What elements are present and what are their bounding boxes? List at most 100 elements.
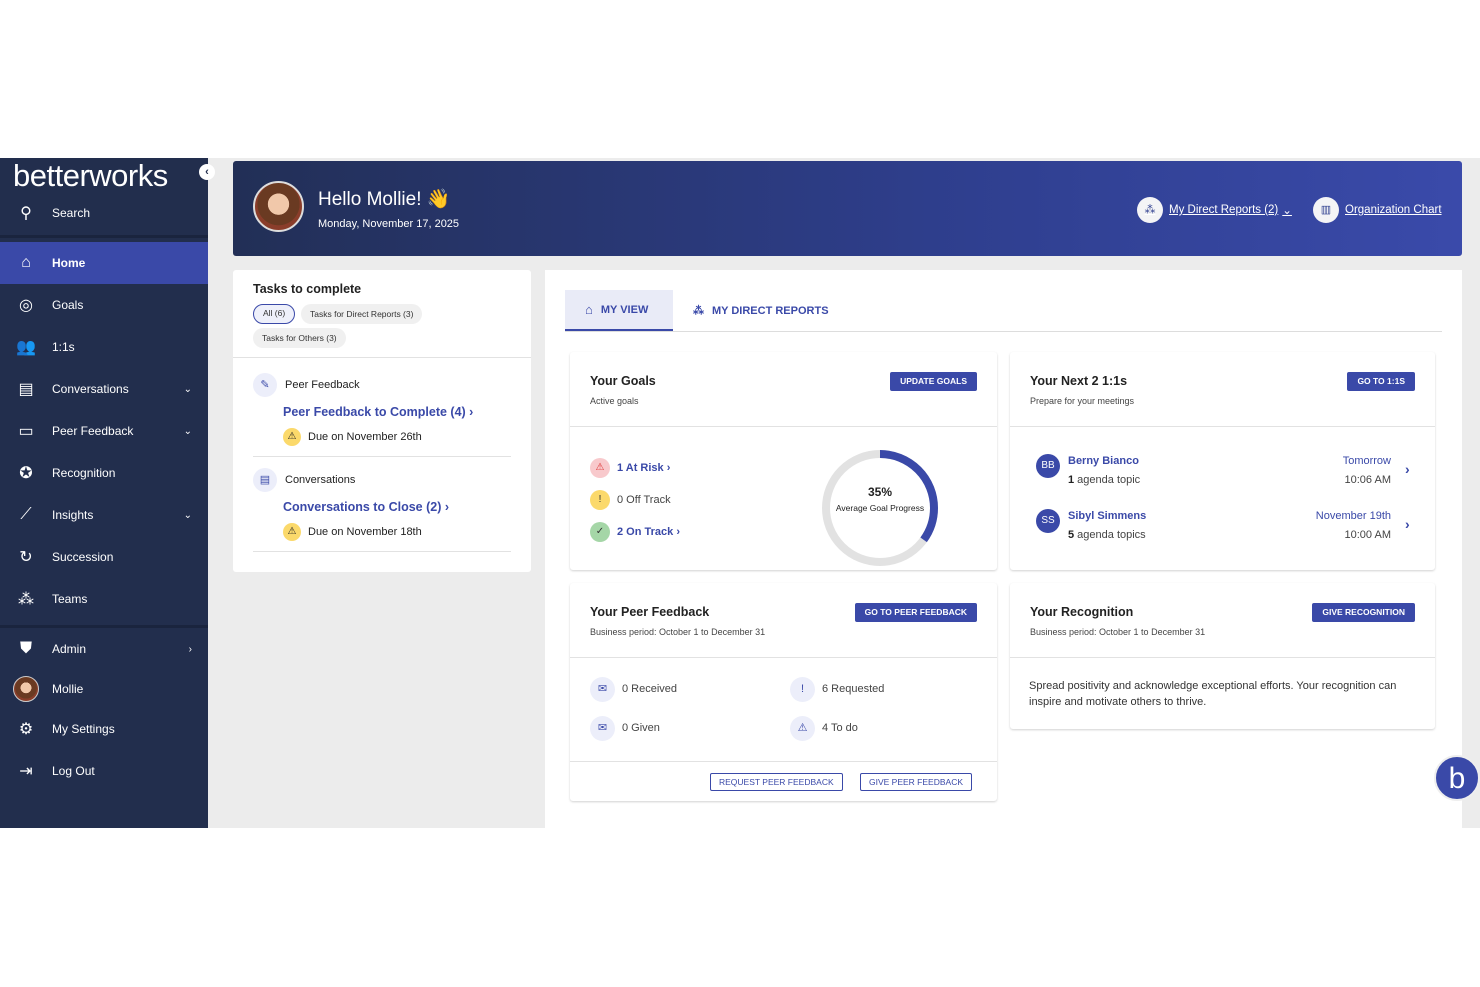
requested-count: 6 Requested <box>822 683 885 695</box>
card-title: Your Recognition <box>1030 605 1134 619</box>
divider <box>253 456 511 457</box>
one-on-ones-card: Your Next 2 1:1s Prepare for your meetin… <box>1010 352 1435 570</box>
warning-icon: ⚠ <box>283 523 301 541</box>
avatar: SS <box>1036 509 1060 533</box>
chevron-right-icon[interactable]: › <box>1405 461 1410 477</box>
card-title: Your Goals <box>590 374 656 388</box>
chip-all[interactable]: All (6) <box>253 304 296 324</box>
goal-progress-donut <box>822 450 938 566</box>
org-chart-link[interactable]: ▥ Organization Chart <box>1313 197 1442 223</box>
task-category: Peer Feedback <box>285 379 360 391</box>
team-icon: ⁂ <box>1137 197 1163 223</box>
recognition-card: Your Recognition Business period: Octobe… <box>1010 583 1435 729</box>
chevron-down-icon: ⌄ <box>183 509 192 521</box>
card-title: Your Peer Feedback <box>590 605 710 619</box>
sidebar-item-recognition[interactable]: ✪ Recognition <box>0 452 208 494</box>
award-icon: ✪ <box>19 465 33 482</box>
sent-icon: ✉ <box>590 716 615 741</box>
tab-my-direct-reports[interactable]: ⁂ MY DIRECT REPORTS <box>693 304 829 318</box>
at-risk-link[interactable]: 1 At Risk › <box>617 462 671 474</box>
goals-card: Your Goals Active goals UPDATE GOALS ⚠ 1… <box>570 352 997 570</box>
divider <box>570 657 997 658</box>
succession-icon: ↻ <box>19 549 33 566</box>
home-icon: ⌂ <box>585 302 593 317</box>
collapse-sidebar-button[interactable]: ‹ <box>199 164 215 180</box>
meeting-day: Tomorrow <box>1342 455 1391 467</box>
agenda-count: 1 agenda topic <box>1068 474 1141 486</box>
gear-icon: ⚙ <box>18 721 34 738</box>
betterworks-logo[interactable]: betterworks <box>13 158 168 193</box>
team-icon: ⁂ <box>693 305 704 317</box>
chip-direct-reports[interactable]: Tasks for Direct Reports (3) <box>301 304 423 324</box>
greeting: Hello Mollie! 👋 <box>318 189 451 210</box>
divider <box>1010 426 1435 427</box>
sidebar-item-teams[interactable]: ⁂ Teams <box>0 578 208 620</box>
go-to-1on1s-button[interactable]: GO TO 1:1S <box>1347 372 1415 391</box>
update-goals-button[interactable]: UPDATE GOALS <box>890 372 977 391</box>
at-risk-icon: ⚠ <box>590 458 610 478</box>
agenda-count: 5 agenda topics <box>1068 529 1146 541</box>
avatar: BB <box>1036 454 1060 478</box>
sidebar-item-goals[interactable]: ◎ Goals <box>0 284 208 326</box>
chart-icon: ▥ <box>1313 197 1339 223</box>
divider <box>570 761 997 762</box>
given-count: 0 Given <box>622 722 660 734</box>
sidebar-item-conversations[interactable]: ▤ Conversations ⌄ <box>0 368 208 410</box>
donut-progress-arc <box>822 450 938 566</box>
sidebar-item-logout[interactable]: ⇥ Log Out <box>0 750 208 792</box>
chevron-right-icon[interactable]: › <box>1405 516 1410 532</box>
give-peer-feedback-button[interactable]: GIVE PEER FEEDBACK <box>860 773 972 791</box>
go-to-peer-feedback-button[interactable]: GO TO PEER FEEDBACK <box>854 603 977 622</box>
on-track-link[interactable]: 2 On Track › <box>617 526 680 538</box>
task-category: Conversations <box>285 474 356 486</box>
off-track-icon: ! <box>590 490 610 510</box>
sidebar-search[interactable]: ⚲ Search <box>0 192 208 234</box>
sidebar-item-settings[interactable]: ⚙ My Settings <box>0 708 208 750</box>
card-subtitle: Active goals <box>590 396 639 406</box>
sidebar-item-peer-feedback[interactable]: ▭ Peer Feedback ⌄ <box>0 410 208 452</box>
avatar <box>13 676 39 702</box>
request-peer-feedback-button[interactable]: REQUEST PEER FEEDBACK <box>710 773 843 791</box>
chevron-down-icon: ⌄ <box>183 383 192 395</box>
tab-divider <box>565 331 1442 332</box>
tab-my-view[interactable]: ⌂ MY VIEW <box>565 290 673 331</box>
chip-others[interactable]: Tasks for Others (3) <box>253 328 346 348</box>
chevron-right-icon: › <box>188 643 192 655</box>
feedback-icon: ✎ <box>253 373 277 397</box>
current-date: Monday, November 17, 2025 <box>318 218 460 230</box>
divider <box>233 357 531 358</box>
meeting-day: November 19th <box>1315 510 1391 522</box>
home-icon: ⌂ <box>21 254 31 271</box>
sidebar-item-succession[interactable]: ↻ Succession <box>0 536 208 578</box>
task-link[interactable]: Conversations to Close (2) › <box>283 500 450 514</box>
person-name[interactable]: Sibyl Simmens <box>1068 510 1147 522</box>
tasks-title: Tasks to complete <box>253 282 362 296</box>
sidebar-item-admin[interactable]: ⛊ Admin › <box>0 628 208 670</box>
todo-count: 4 To do <box>822 722 858 734</box>
sidebar-item-profile[interactable]: Mollie <box>0 668 208 710</box>
logout-icon: ⇥ <box>19 763 33 780</box>
direct-reports-dropdown[interactable]: ⁂ My Direct Reports (2) ⌄ <box>1137 197 1292 223</box>
task-link[interactable]: Peer Feedback to Complete (4) › <box>283 405 474 419</box>
give-recognition-button[interactable]: GIVE RECOGNITION <box>1312 603 1415 622</box>
search-icon: ⚲ <box>20 205 32 222</box>
inbox-icon: ✉ <box>590 677 615 702</box>
person-name[interactable]: Berny Bianco <box>1068 455 1139 467</box>
target-icon: ◎ <box>19 297 33 314</box>
warning-icon: ⚠ <box>283 428 301 446</box>
divider <box>253 551 511 552</box>
sidebar-item-home[interactable]: ⌂ Home <box>0 242 208 284</box>
divider <box>0 625 208 628</box>
peer-feedback-card: Your Peer Feedback Business period: Octo… <box>570 583 997 801</box>
divider <box>570 426 997 427</box>
app: betterworks ‹ ⚲ Search ⌂ Home ◎ Goals 👥 1:1s… <box>0 158 1480 828</box>
divider <box>0 235 208 238</box>
insights-icon: ⟋ <box>20 506 32 523</box>
admin-shield-icon: ⛊ <box>19 640 32 657</box>
sidebar-item-1on1s[interactable]: 👥 1:1s <box>0 326 208 368</box>
assistant-chat-button[interactable]: b <box>1434 755 1480 801</box>
sidebar-item-insights[interactable]: ⟋ Insights ⌄ <box>0 494 208 536</box>
card-subtitle: Business period: October 1 to December 3… <box>1030 627 1206 637</box>
tasks-card: Tasks to complete All (6) Tasks for Dire… <box>233 270 531 572</box>
card-subtitle: Business period: October 1 to December 3… <box>590 627 766 637</box>
